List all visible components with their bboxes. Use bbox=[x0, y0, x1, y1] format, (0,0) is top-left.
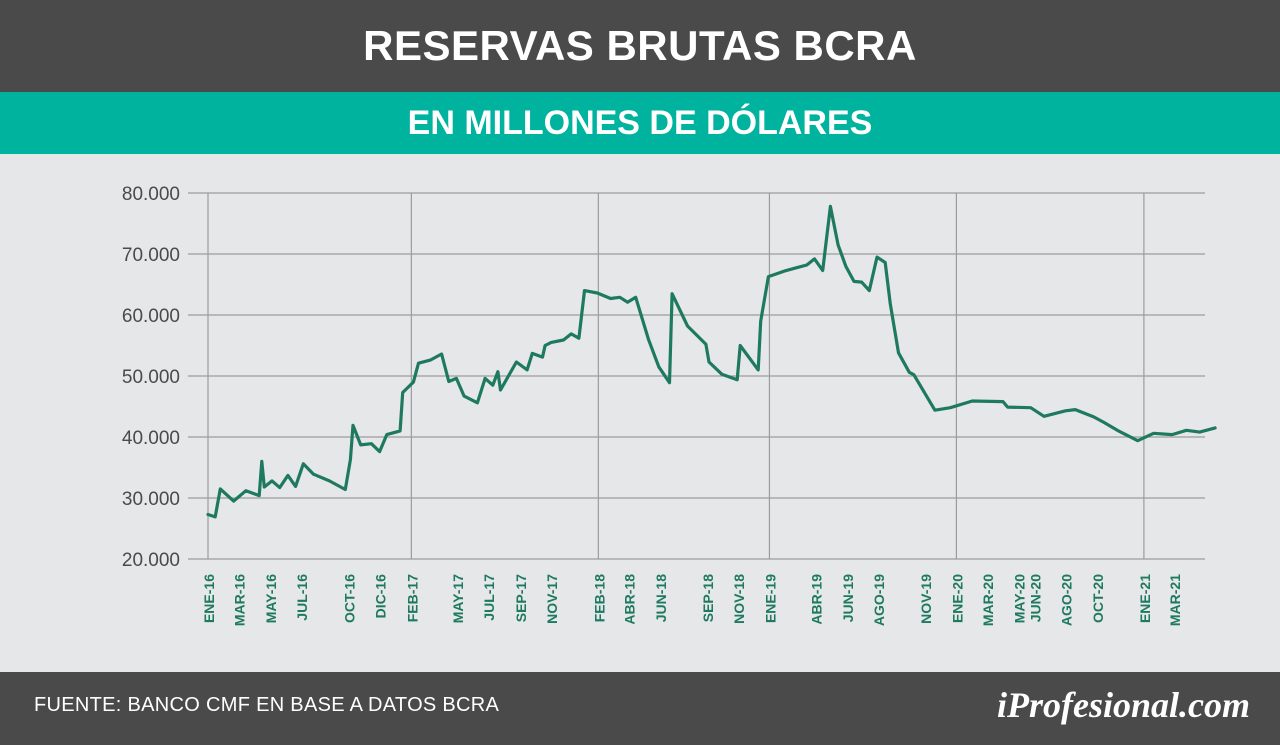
y-tick-label: 30.000 bbox=[122, 489, 180, 510]
x-tick-label: NOV-18 bbox=[731, 574, 747, 624]
chart-area: 20.000 30.000 40.000 50.000 60.000 70.000 80.0… bbox=[0, 154, 1280, 672]
y-tick-label: 70.000 bbox=[122, 245, 180, 266]
x-tick-label: JUL-17 bbox=[481, 574, 497, 621]
y-tick-label: 80.000 bbox=[122, 184, 180, 205]
subtitle-bar: EN MILLONES DE DÓLARES bbox=[0, 92, 1280, 154]
y-tick-label: 40.000 bbox=[122, 428, 180, 449]
x-tick-label: ABR-19 bbox=[809, 574, 825, 625]
x-tick-label: MAY-20 bbox=[1011, 574, 1027, 624]
x-tick-label: ENE-16 bbox=[201, 574, 217, 623]
x-tick-label: SEP-17 bbox=[513, 574, 529, 622]
x-tick-label: ENE-19 bbox=[762, 574, 778, 623]
x-axis-labels: ENE-16 MAR-16 MAY-16 JUL-16 OCT-16 DIC-16 FEB-… bbox=[201, 574, 1183, 626]
x-tick-label: JUN-19 bbox=[840, 574, 856, 622]
x-tick-label: ABR-18 bbox=[622, 574, 638, 625]
chart-title: RESERVAS BRUTAS BCRA bbox=[363, 22, 917, 69]
x-tick-label: NOV-17 bbox=[544, 574, 560, 624]
x-tick-label: JUN-20 bbox=[1027, 574, 1043, 622]
y-tick-label: 50.000 bbox=[122, 367, 180, 388]
x-tick-label: AGO-19 bbox=[871, 574, 887, 626]
source-note: FUENTE: BANCO CMF EN BASE A DATOS BCRA bbox=[34, 694, 500, 716]
x-tick-label: OCT-16 bbox=[341, 574, 357, 623]
x-tick-label: MAR-21 bbox=[1167, 574, 1183, 626]
x-tick-label: ENE-20 bbox=[949, 574, 965, 623]
x-tick-label: NOV-19 bbox=[918, 574, 934, 624]
x-tick-label: MAY-16 bbox=[263, 574, 279, 624]
y-tick-label: 20.000 bbox=[122, 550, 180, 571]
x-gridlines bbox=[207, 193, 1145, 559]
x-tick-label: MAY-17 bbox=[450, 574, 466, 624]
title-bar: RESERVAS BRUTAS BCRA bbox=[0, 0, 1280, 92]
x-tick-label: FEB-17 bbox=[404, 574, 420, 622]
footer: FUENTE: BANCO CMF EN BASE A DATOS BCRA i… bbox=[0, 672, 1280, 745]
x-tick-label: OCT-20 bbox=[1090, 574, 1106, 623]
series-group bbox=[206, 204, 1217, 519]
series-line-reservas bbox=[206, 204, 1217, 519]
x-tick-label: DIC-16 bbox=[373, 574, 389, 619]
x-tick-label: SEP-18 bbox=[700, 574, 716, 622]
line-chart: 20.000 30.000 40.000 50.000 60.000 70.000 80.0… bbox=[122, 184, 1217, 626]
x-tick-label: ENE-21 bbox=[1137, 574, 1153, 623]
y-axis-labels: 20.000 30.000 40.000 50.000 60.000 70.000 80.0… bbox=[122, 184, 180, 571]
brand-logo: iProfesional.com bbox=[997, 685, 1250, 725]
x-tick-label: JUN-18 bbox=[653, 574, 669, 622]
x-tick-label: AGO-20 bbox=[1059, 574, 1075, 626]
x-tick-label: MAR-20 bbox=[980, 574, 996, 626]
y-gridlines bbox=[188, 192, 1205, 560]
x-tick-label: FEB-18 bbox=[591, 574, 607, 622]
x-tick-label: MAR-16 bbox=[232, 574, 248, 626]
chart-subtitle: EN MILLONES DE DÓLARES bbox=[407, 103, 873, 142]
x-tick-label: JUL-16 bbox=[294, 574, 310, 621]
y-tick-label: 60.000 bbox=[122, 306, 180, 327]
